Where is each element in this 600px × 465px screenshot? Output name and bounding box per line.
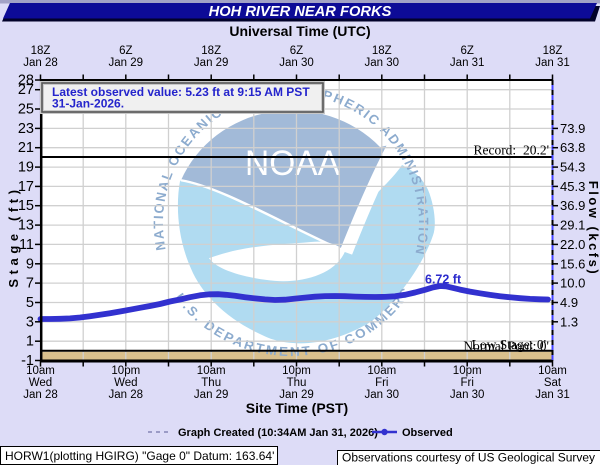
svg-text:10pm: 10pm xyxy=(453,365,482,377)
svg-text:-1: -1 xyxy=(21,353,34,369)
svg-text:45.3: 45.3 xyxy=(560,179,585,194)
svg-text:Jan 31: Jan 31 xyxy=(535,389,570,401)
svg-text:Observations courtesy of US Ge: Observations courtesy of US Geological S… xyxy=(342,453,595,465)
svg-text:Normal Pool: 0': Normal Pool: 0' xyxy=(463,338,549,353)
svg-text:10am: 10am xyxy=(26,365,55,377)
svg-text:29.1: 29.1 xyxy=(560,218,585,233)
svg-text:18Z: 18Z xyxy=(31,45,51,57)
svg-text:6.72 ft: 6.72 ft xyxy=(425,273,462,287)
svg-text:Fri: Fri xyxy=(460,377,473,389)
svg-text:Jan 29: Jan 29 xyxy=(194,57,229,69)
svg-text:10am: 10am xyxy=(538,365,567,377)
svg-text:Jan 31: Jan 31 xyxy=(450,57,485,69)
svg-text:18Z: 18Z xyxy=(201,45,221,57)
svg-text:Wed: Wed xyxy=(114,377,137,389)
svg-text:18Z: 18Z xyxy=(372,45,392,57)
svg-text:HOH RIVER NEAR FORKS: HOH RIVER NEAR FORKS xyxy=(209,4,392,20)
svg-text:18Z: 18Z xyxy=(543,45,563,57)
svg-text:Jan 31: Jan 31 xyxy=(535,57,570,69)
svg-text:Jan 30: Jan 30 xyxy=(450,389,485,401)
svg-text:Stage (ft): Stage (ft) xyxy=(6,185,21,287)
svg-text:10am: 10am xyxy=(197,365,226,377)
svg-text:73.9: 73.9 xyxy=(560,121,585,136)
svg-text:22.0: 22.0 xyxy=(560,237,585,252)
svg-text:6Z: 6Z xyxy=(119,45,132,57)
svg-text:Site Time (PST): Site Time (PST) xyxy=(246,400,348,416)
svg-text:Latest observed value: 5.23 ft: Latest observed value: 5.23 ft at 9:15 A… xyxy=(52,85,310,99)
svg-text:7: 7 xyxy=(26,276,34,292)
svg-text:Jan 28: Jan 28 xyxy=(23,389,58,401)
svg-text:13: 13 xyxy=(18,218,34,234)
svg-text:9: 9 xyxy=(26,256,34,272)
svg-text:10pm: 10pm xyxy=(282,365,311,377)
svg-text:17: 17 xyxy=(18,179,34,195)
svg-text:31-Jan-2026.: 31-Jan-2026. xyxy=(52,97,124,111)
svg-text:63.8: 63.8 xyxy=(560,140,585,155)
svg-text:25: 25 xyxy=(18,102,34,118)
svg-text:Universal Time (UTC): Universal Time (UTC) xyxy=(229,23,370,39)
svg-text:10.0: 10.0 xyxy=(560,276,585,291)
svg-text:HORW1(plotting HGIRG) "Gage 0": HORW1(plotting HGIRG) "Gage 0" Datum: 16… xyxy=(5,449,274,463)
svg-text:21: 21 xyxy=(18,140,34,156)
svg-text:15.6: 15.6 xyxy=(560,256,585,271)
svg-text:Thu: Thu xyxy=(287,377,307,389)
svg-text:Jan 29: Jan 29 xyxy=(109,57,144,69)
svg-text:Graph Created (10:34AM Jan 31,: Graph Created (10:34AM Jan 31, 2026) xyxy=(178,427,378,439)
svg-text:11: 11 xyxy=(19,237,34,253)
svg-text:Fri: Fri xyxy=(375,377,388,389)
svg-text:19: 19 xyxy=(18,160,34,176)
svg-text:Wed: Wed xyxy=(29,377,52,389)
svg-text:3: 3 xyxy=(26,314,34,330)
svg-text:28: 28 xyxy=(18,73,34,89)
svg-text:54.3: 54.3 xyxy=(560,160,585,175)
svg-text:10pm: 10pm xyxy=(111,365,140,377)
svg-text:Jan 28: Jan 28 xyxy=(23,57,58,69)
svg-text:1.3: 1.3 xyxy=(560,314,578,329)
svg-text:Thu: Thu xyxy=(201,377,221,389)
svg-text:10am: 10am xyxy=(367,365,396,377)
svg-text:1: 1 xyxy=(26,334,34,350)
svg-text:Record: 20.2': Record: 20.2' xyxy=(473,143,549,158)
svg-text:27: 27 xyxy=(18,82,34,98)
svg-text:Sat: Sat xyxy=(544,377,562,389)
svg-text:Jan 30: Jan 30 xyxy=(365,389,400,401)
svg-text:6Z: 6Z xyxy=(460,45,473,57)
svg-text:Jan 30: Jan 30 xyxy=(279,57,314,69)
svg-text:4.9: 4.9 xyxy=(560,295,578,310)
svg-text:Jan 30: Jan 30 xyxy=(365,57,400,69)
svg-text:NOAA: NOAA xyxy=(245,143,340,183)
svg-text:Low Stage: 0': Low Stage: 0' xyxy=(472,337,546,352)
svg-text:Jan 29: Jan 29 xyxy=(194,389,229,401)
svg-text:Observed: Observed xyxy=(402,427,453,439)
svg-text:15: 15 xyxy=(18,198,34,214)
svg-text:23: 23 xyxy=(18,121,34,137)
svg-text:Jan 29: Jan 29 xyxy=(279,389,314,401)
svg-text:5: 5 xyxy=(26,295,34,311)
svg-text:6Z: 6Z xyxy=(290,45,303,57)
svg-text:36.9: 36.9 xyxy=(560,198,585,213)
svg-text:Jan 28: Jan 28 xyxy=(109,389,144,401)
svg-text:Flow (kcfs): Flow (kcfs) xyxy=(586,181,600,276)
